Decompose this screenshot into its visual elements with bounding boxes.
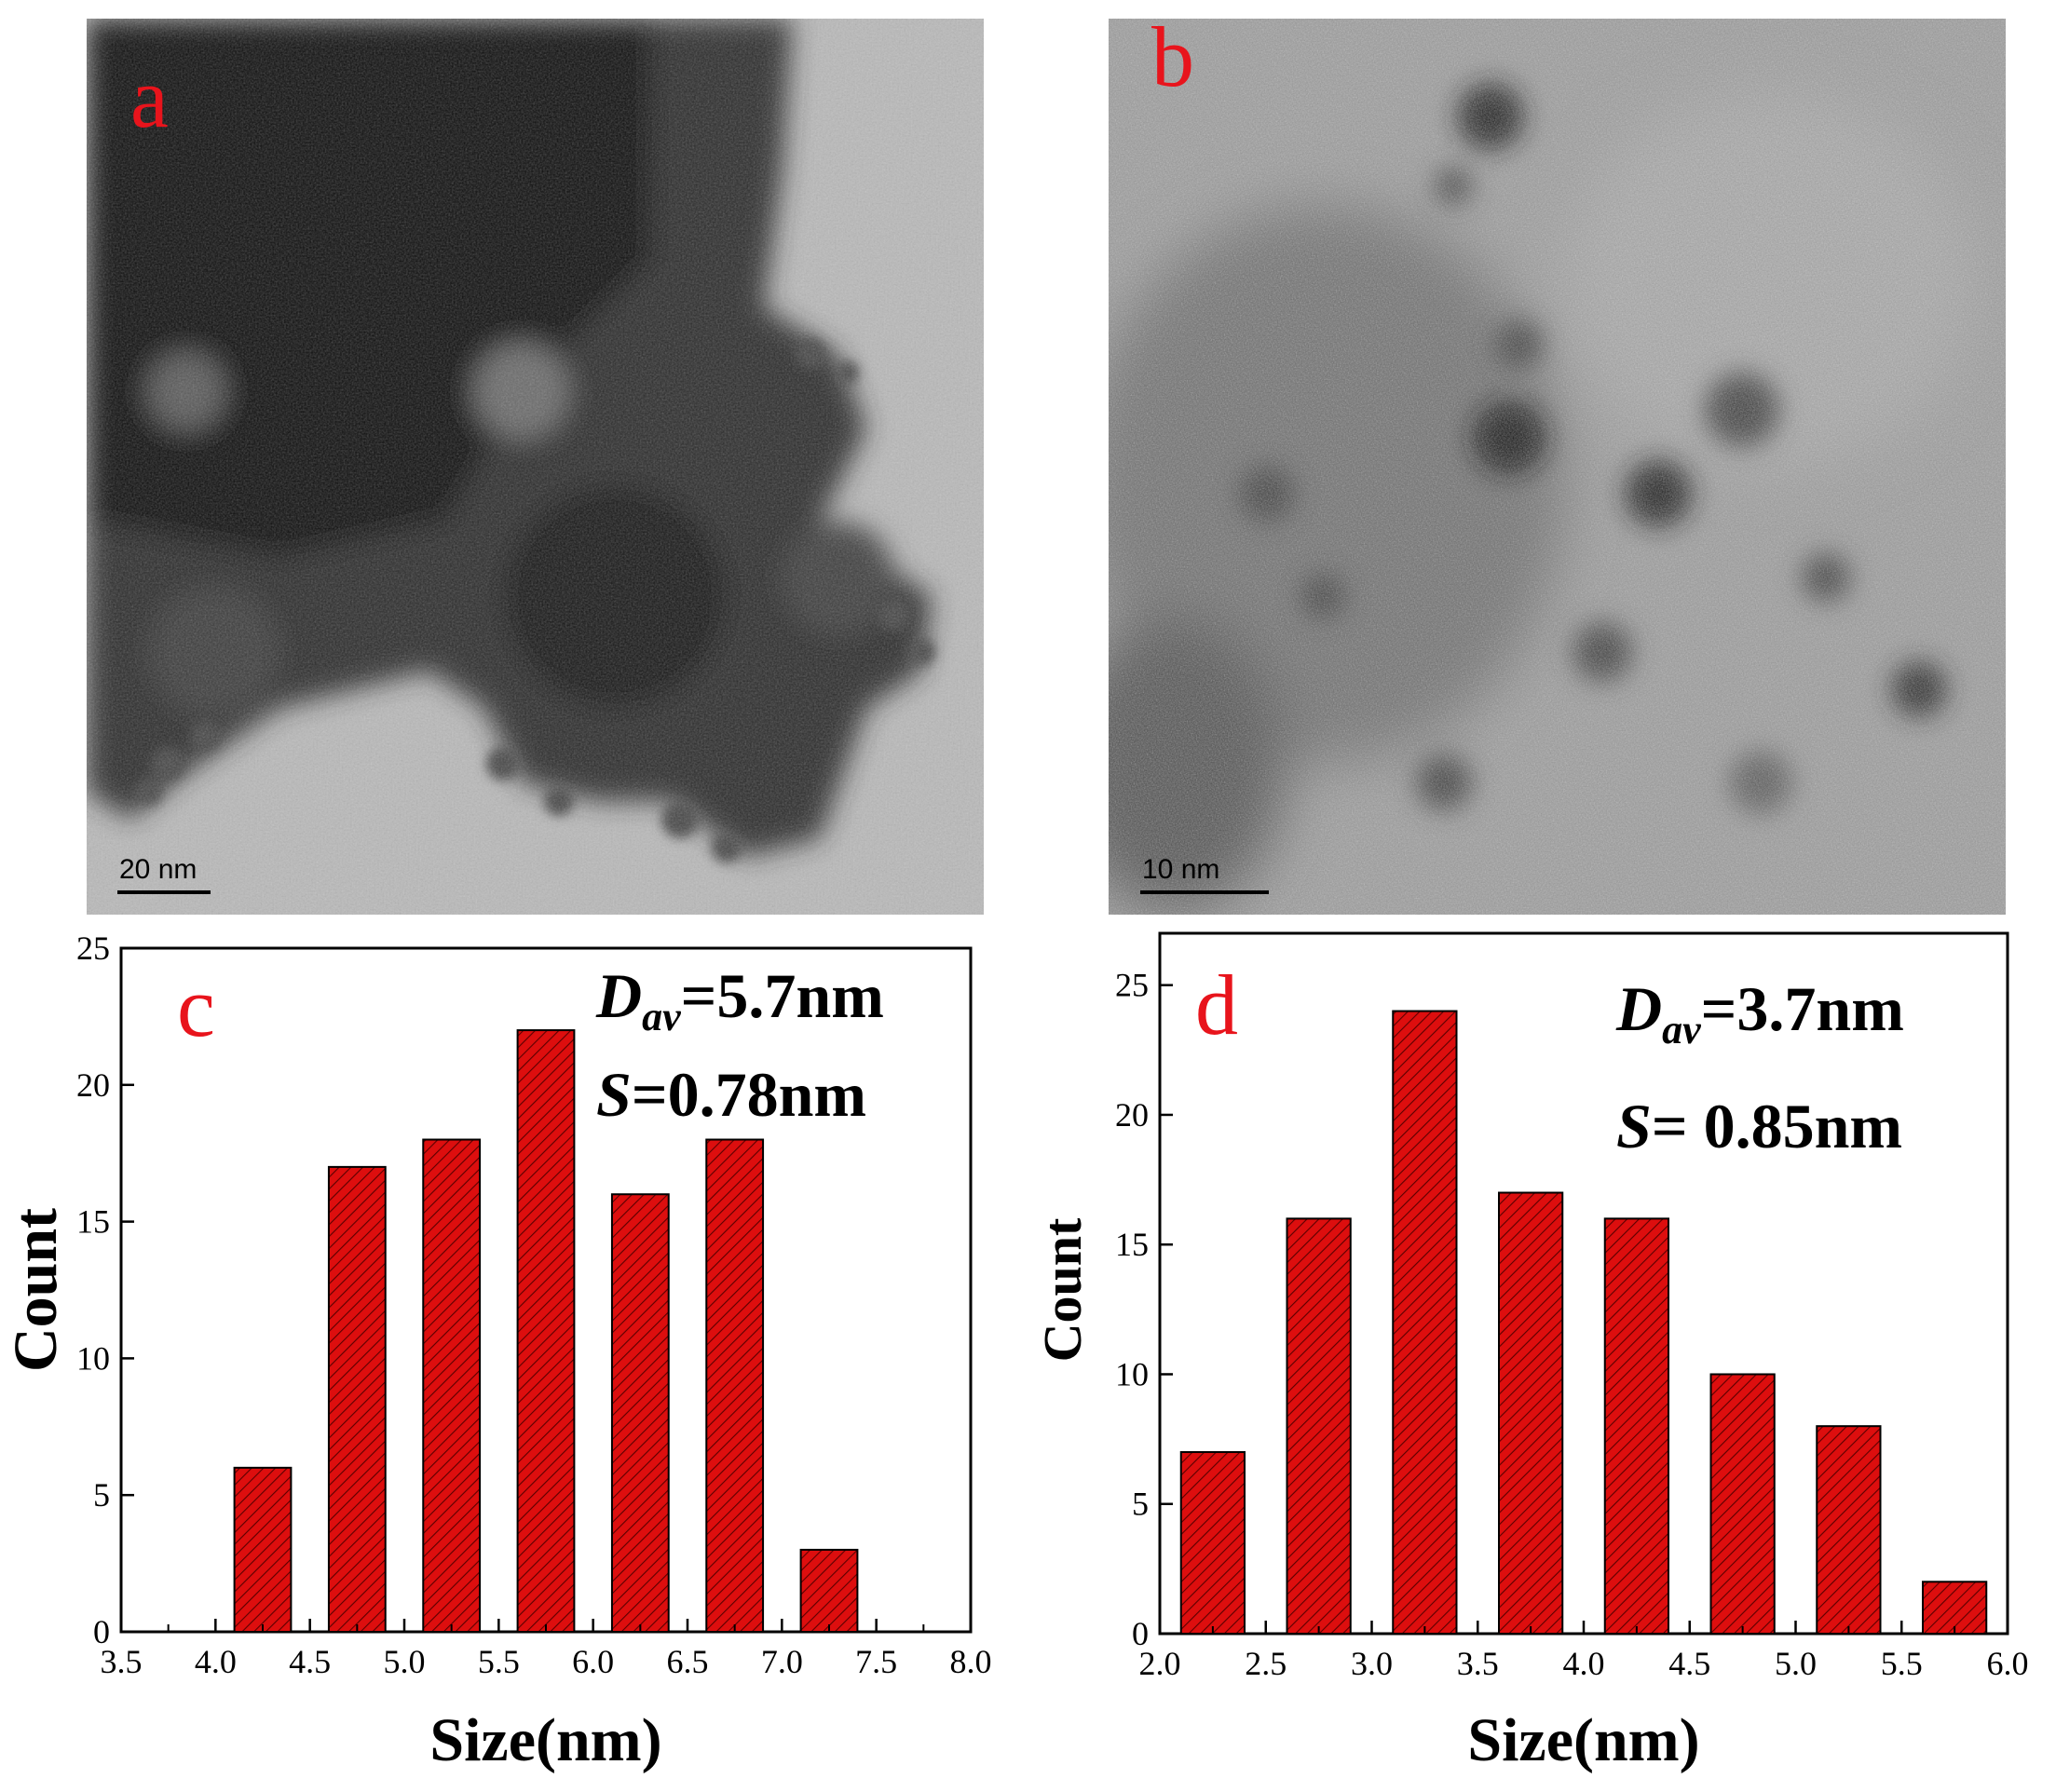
bar-c-6: [799, 1548, 859, 1634]
xtick-label-c-2: 4.5: [289, 1643, 331, 1680]
panel-label-b: b: [1151, 9, 1194, 104]
bar-d-5: [1709, 1373, 1776, 1635]
ylabel-d: Count: [1032, 1217, 1093, 1362]
panel-label-a: a: [130, 50, 169, 145]
xlabel-c: Size(nm): [429, 1706, 661, 1774]
xtick-label-c-5: 6.0: [572, 1643, 614, 1680]
xtick-label-d-6: 5.0: [1775, 1645, 1817, 1682]
xtick-label-c-6: 6.5: [667, 1643, 709, 1680]
tem-image-a: [87, 19, 984, 915]
ytick-label-c-3: 15: [76, 1203, 110, 1241]
xlabel-d: Size(nm): [1467, 1706, 1699, 1774]
annotation-s-c: S=0.78nm: [596, 1059, 866, 1130]
ytick-label-d-2: 10: [1115, 1355, 1149, 1392]
histogram-c: 3.5 4.0 4.5 5.0 5.5 6.0 6.5 7.0 7.5 8.0 0 5 10 15 20 25…: [2, 930, 992, 1774]
bar-c-1: [327, 1165, 387, 1633]
bar-d-4: [1603, 1217, 1669, 1635]
ytick-label-d-3: 15: [1115, 1226, 1149, 1263]
annotation-dav-d: Dav=3.7nm: [1615, 973, 1904, 1052]
ytick-label-c-0: 0: [93, 1613, 110, 1650]
xtick-label-d-4: 4.0: [1563, 1645, 1605, 1682]
ytick-label-d-0: 0: [1132, 1615, 1149, 1652]
bar-c-3: [516, 1029, 576, 1633]
bar-d-7: [1922, 1581, 1988, 1635]
ytick-label-d-5: 25: [1115, 967, 1149, 1004]
panel-label-c: c: [177, 959, 215, 1054]
xtick-label-c-8: 7.5: [855, 1643, 897, 1680]
scale-bar-label-b: 10 nm: [1142, 854, 1219, 885]
ylabel-c: Count: [2, 1208, 70, 1372]
tem-image-b: [1109, 19, 2006, 915]
bar-d-2: [1392, 1010, 1458, 1635]
ytick-label-d-1: 5: [1132, 1486, 1149, 1523]
ytick-label-c-2: 10: [76, 1339, 110, 1377]
scale-bar-label-a: 20 nm: [119, 854, 197, 885]
panel-label-d: d: [1195, 957, 1238, 1052]
xtick-label-c-0: 3.5: [101, 1643, 143, 1680]
xtick-label-d-7: 5.5: [1881, 1645, 1923, 1682]
annotation-s-d: S= 0.85nm: [1616, 1091, 1902, 1161]
bar-d-0: [1179, 1451, 1246, 1635]
bar-d-6: [1816, 1425, 1882, 1635]
bar-c-4: [610, 1193, 670, 1633]
xtick-label-d-3: 3.5: [1457, 1645, 1499, 1682]
xtick-label-c-3: 5.0: [384, 1643, 426, 1680]
xtick-label-c-4: 5.5: [478, 1643, 520, 1680]
bar-c-0: [233, 1466, 293, 1633]
bar-d-3: [1498, 1191, 1564, 1636]
xtick-label-d-5: 4.5: [1668, 1645, 1710, 1682]
annotation-dav-c: Dav=5.7nm: [595, 960, 884, 1039]
ytick-label-c-1: 5: [93, 1476, 110, 1514]
xtick-label-d-2: 3.0: [1351, 1645, 1393, 1682]
xtick-label-d-1: 2.5: [1245, 1645, 1287, 1682]
ytick-label-c-5: 25: [76, 930, 110, 967]
ytick-label-d-4: 20: [1115, 1096, 1149, 1134]
xtick-label-c-7: 7.0: [761, 1643, 803, 1680]
xtick-label-d-8: 6.0: [1987, 1645, 2029, 1682]
bar-d-1: [1286, 1217, 1352, 1635]
bar-c-5: [705, 1138, 765, 1633]
xtick-label-d-0: 2.0: [1139, 1645, 1181, 1682]
ytick-label-c-4: 20: [76, 1066, 110, 1104]
bar-c-2: [422, 1138, 482, 1633]
xtick-label-c-1: 4.0: [195, 1643, 237, 1680]
xtick-label-c-9: 8.0: [950, 1643, 992, 1680]
